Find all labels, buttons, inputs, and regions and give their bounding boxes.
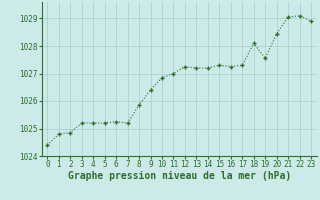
X-axis label: Graphe pression niveau de la mer (hPa): Graphe pression niveau de la mer (hPa): [68, 171, 291, 181]
